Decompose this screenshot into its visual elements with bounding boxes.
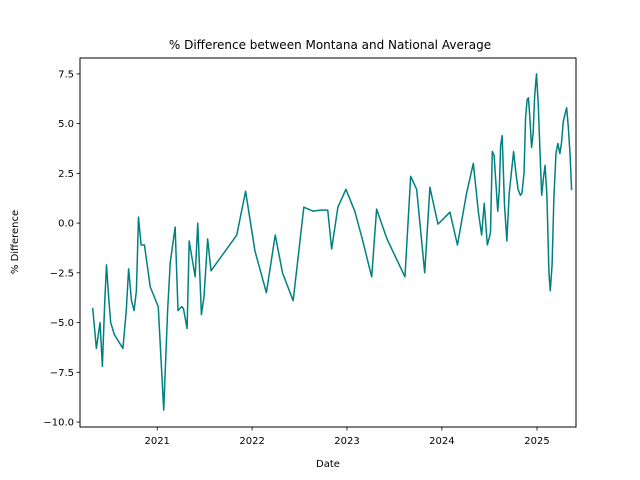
series-layer [91, 73, 573, 411]
plot-area-frame [79, 57, 577, 428]
y-axis: −10.0 −7.5 −5.0 −2.5 0.0 2.5 5.0 7.5 [43, 69, 80, 429]
x-axis: 2021 2022 2023 2024 2025 [144, 427, 550, 447]
y-tick-label: 5.0 [58, 119, 74, 130]
y-tick-label: −7.5 [50, 368, 74, 379]
x-tick-label: 2022 [239, 436, 264, 447]
y-axis-label: % Difference [10, 210, 21, 274]
y-tick-label: 2.5 [58, 169, 74, 180]
y-tick-label: 0.0 [58, 219, 74, 230]
x-axis-label: Date [316, 459, 340, 470]
y-tick-label: 7.5 [58, 69, 74, 80]
series-line [91, 73, 573, 411]
chart-title: % Difference between Montana and Nationa… [169, 38, 491, 52]
x-tick-label: 2024 [429, 436, 454, 447]
y-tick-label: −2.5 [50, 268, 74, 279]
y-tick-label: −10.0 [43, 418, 74, 429]
x-tick-label: 2021 [144, 436, 169, 447]
x-tick-label: 2025 [524, 436, 549, 447]
y-tick-label: −5.0 [50, 318, 74, 329]
x-tick-label: 2023 [334, 436, 359, 447]
